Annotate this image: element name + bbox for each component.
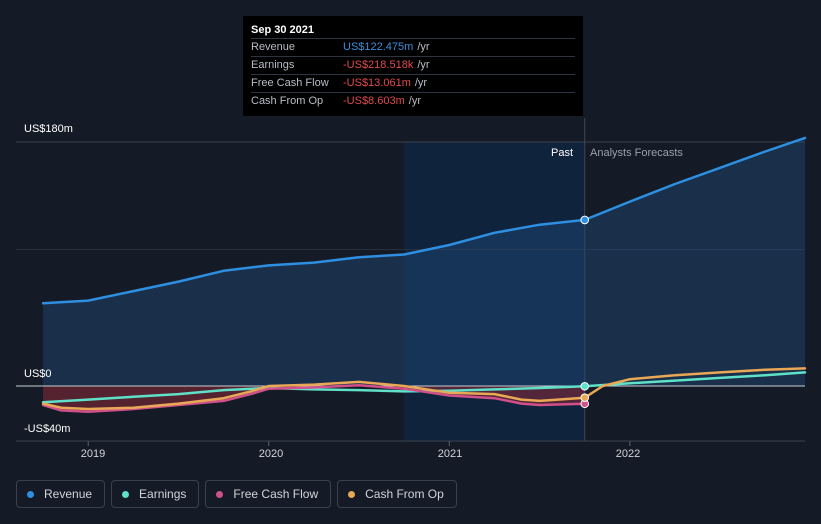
- cash-from-op-marker: [580, 393, 590, 402]
- tooltip-value: US$122.475m: [343, 41, 414, 53]
- legend-dot: [122, 490, 130, 498]
- legend-item-free-cash-flow[interactable]: Free Cash Flow: [205, 480, 332, 508]
- revenue-line: [41, 136, 807, 305]
- free-cash-flow-line: [41, 384, 586, 414]
- x-tick-label: 2021: [437, 448, 463, 460]
- tooltip-value: -US$8.603m: [343, 95, 405, 107]
- tooltip-label: Revenue: [251, 41, 296, 53]
- legend-label: Revenue: [44, 487, 93, 501]
- x-tick-label: 2019: [80, 448, 106, 460]
- tooltip-label: Free Cash Flow: [251, 77, 329, 89]
- revenue-area: [43, 137, 806, 386]
- legend: Revenue Earnings Free Cash Flow Cash Fro…: [16, 480, 457, 508]
- y-tick-label: US$0: [24, 368, 52, 380]
- tooltip-row-earnings: Earnings -US$218.518k /yr: [251, 56, 575, 74]
- legend-item-cash-from-op[interactable]: Cash From Op: [337, 480, 457, 508]
- legend-item-earnings[interactable]: Earnings: [111, 480, 200, 508]
- tooltip-row-free-cash-flow: Free Cash Flow -US$13.061m /yr: [251, 74, 575, 92]
- x-tick-label: 2022: [615, 448, 641, 460]
- tooltip: Sep 30 2021 Revenue US$122.475m /yr Earn…: [243, 16, 583, 116]
- x-tick-label: 2020: [258, 448, 284, 460]
- legend-dot: [216, 490, 224, 498]
- tooltip-value: -US$218.518k: [343, 59, 414, 71]
- legend-item-revenue[interactable]: Revenue: [16, 480, 106, 508]
- revenue-marker: [580, 215, 590, 225]
- legend-label: Free Cash Flow: [233, 487, 319, 501]
- tooltip-label: Cash From Op: [251, 95, 324, 107]
- earnings-marker: [580, 381, 590, 391]
- legend-dot: [27, 490, 34, 498]
- legend-label: Earnings: [139, 487, 187, 501]
- y-tick-label: -US$40m: [24, 423, 71, 435]
- tooltip-unit: /yr: [408, 95, 421, 107]
- tooltip-row-revenue: Revenue US$122.475m /yr: [251, 38, 575, 56]
- legend-dot: [348, 490, 356, 498]
- tooltip-row-cash-from-op: Cash From Op -US$8.603m /yr: [251, 92, 575, 110]
- tooltip-value: -US$13.061m: [343, 77, 411, 89]
- tooltip-unit: /yr: [414, 77, 428, 89]
- forecast-label: Analysts Forecasts: [590, 147, 683, 159]
- cash-from-op-line: [41, 367, 807, 411]
- y-tick-label: US$180m: [24, 123, 73, 135]
- tooltip-unit: /yr: [417, 59, 430, 71]
- tooltip-label: Earnings: [251, 59, 295, 71]
- past-label: Past: [551, 147, 574, 159]
- tooltip-date: Sep 30 2021: [251, 24, 314, 36]
- tooltip-unit: /yr: [417, 41, 430, 53]
- legend-label: Cash From Op: [365, 487, 444, 501]
